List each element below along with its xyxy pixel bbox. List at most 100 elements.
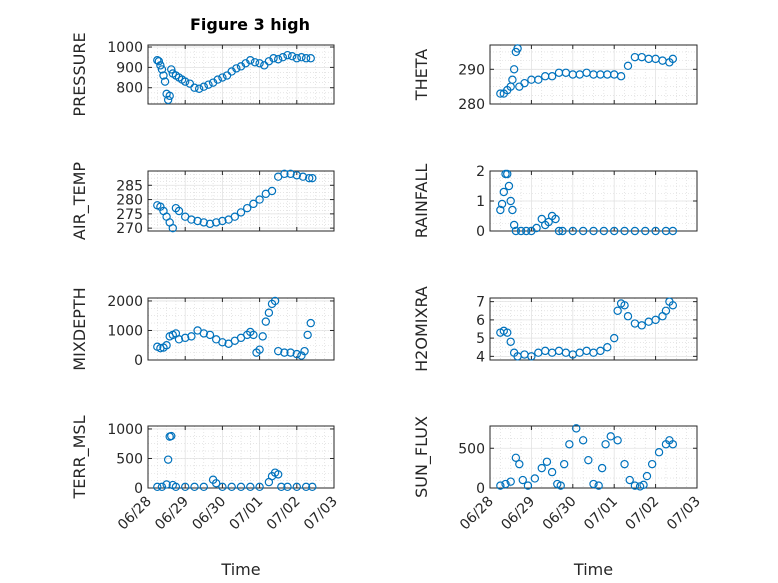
y-tick-label: 0 [134,353,143,369]
data-point [520,78,529,88]
x-tick-label: 07/03 [301,494,341,534]
data-point [568,226,578,236]
data-point [620,301,629,310]
data-point [180,77,190,86]
data-point [199,329,208,338]
y-tick-label: 280 [116,193,143,209]
data-point [218,216,227,226]
data-point [301,54,311,63]
data-point [610,226,619,236]
data-point [661,306,671,315]
data-point [267,186,277,196]
data-point [501,479,510,489]
data-point [537,214,546,224]
data-point [518,475,527,485]
data-point [205,219,215,229]
data-point [292,349,301,359]
data-point [255,345,264,354]
data-point [620,459,629,469]
y-tick-label: 0 [476,481,485,497]
y-tick-label: 500 [116,451,143,467]
data-point [651,315,660,325]
data-point [287,51,297,61]
data-point [306,54,315,63]
data-point [286,169,295,179]
data-point [246,56,255,65]
data-point [584,455,593,465]
data-point [163,95,173,105]
data-point [496,205,505,215]
data-point [623,312,633,321]
data-point [527,352,536,361]
data-point [153,482,162,492]
x-tick-label: 07/02 [264,494,304,534]
y-axis-label: RAINFALL [412,164,431,239]
data-point [270,296,280,306]
data-point [301,482,311,492]
y-tick-label: 800 [116,81,143,97]
data-point [305,173,314,183]
data-point [154,57,164,66]
data-point [534,75,543,84]
plot-area [490,45,697,104]
y-axis-label: SUN_FLUX [412,416,432,498]
data-point [511,453,521,462]
data-point [616,72,626,81]
major-grid [147,171,335,231]
data-point [496,481,505,490]
data-point [190,83,199,92]
data-point [255,482,264,492]
data-point [530,474,540,483]
data-point [506,477,515,486]
y-tick-label: 270 [116,221,143,237]
y-tick-label: 4 [476,349,485,365]
panel-pressure: 800 900 1000 PRESSURE [70,32,335,117]
data-point [303,330,312,340]
data-point [637,321,647,330]
data-point [292,54,301,63]
data-point [278,53,288,62]
panel-h2omixra: 4 5 6 7 H2OMIXRA [412,286,698,372]
y-tick-label: 285 [116,178,143,194]
y-tick-label: 1 [476,194,485,210]
data-point [236,208,246,217]
data-point [499,187,508,197]
data-point [654,448,664,457]
data-point [509,220,519,230]
data-point [496,89,505,98]
x-tick-label: 06/28 [115,494,155,534]
y-tick-label: 1000 [107,40,143,56]
data-point [264,308,274,317]
data-point [668,226,678,236]
data-point [594,481,603,490]
data-point [260,61,269,70]
data-point [199,218,208,227]
y-axis-label: MIXDEPTH [70,287,89,370]
data-point [274,470,283,479]
series-markers [153,50,315,105]
data-point [168,223,177,233]
data-point [572,424,581,433]
data-point [565,440,574,449]
y-tick-label: 7 [476,295,485,311]
data-point [194,84,204,93]
data-point [180,482,190,492]
data-point [596,346,605,356]
y-tick-label: 6 [476,313,485,329]
data-point [297,53,306,62]
data-point [199,82,208,91]
data-point [204,80,213,89]
data-point [211,218,221,227]
data-point [160,77,170,86]
data-point [211,479,221,488]
data-point [283,50,292,60]
data-point [218,482,227,492]
y-tick-label: 1000 [107,422,143,438]
data-point [508,75,517,84]
data-point [167,65,176,74]
data-point [589,226,598,236]
data-point [597,463,607,473]
data-point [668,301,678,310]
axes-box [147,170,335,232]
data-point [556,481,565,490]
